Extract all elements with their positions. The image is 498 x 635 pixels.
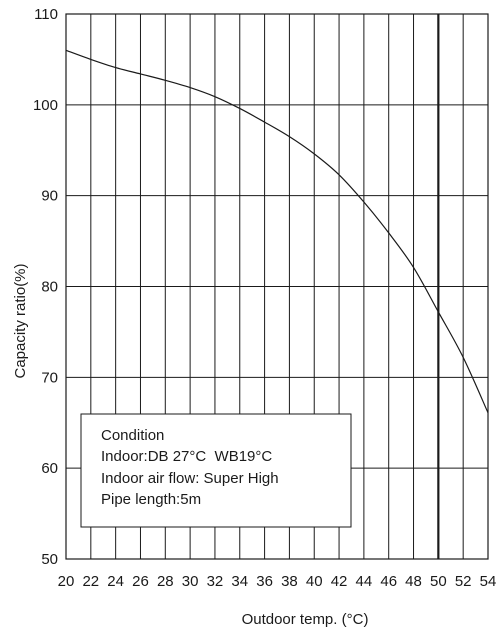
x-tick-label: 44 [356, 573, 373, 590]
y-axis-title: Capacity ratio(%) [12, 263, 29, 378]
condition-line-4: Pipe length:5m [101, 491, 201, 508]
x-tick-label: 48 [405, 573, 422, 590]
x-tick-label: 42 [331, 573, 348, 590]
x-tick-label: 32 [207, 573, 224, 590]
x-tick-label: 38 [281, 573, 298, 590]
x-tick-label: 28 [157, 573, 174, 590]
condition-line-2: Indoor:DB 27°C WB19°C [101, 448, 272, 465]
condition-box-frame [80, 413, 352, 528]
x-tick-label: 22 [82, 573, 99, 590]
x-tick-label: 54 [480, 573, 497, 590]
x-tick-label: 24 [107, 573, 124, 590]
y-tick-labels: 50 60 70 80 90 100 110 [33, 6, 58, 568]
condition-box: Condition Indoor:DB 27°C WB19°C Indoor a… [80, 413, 352, 528]
plot-frame [65, 13, 489, 560]
x-tick-label: 46 [380, 573, 397, 590]
x-tick-label: 30 [182, 573, 199, 590]
x-tick-label: 20 [58, 573, 75, 590]
condition-line-1: Condition [101, 427, 164, 444]
x-tick-label: 26 [132, 573, 149, 590]
y-tick-label: 70 [41, 369, 58, 386]
capacity-curve [65, 49, 489, 414]
y-tick-label: 110 [34, 6, 58, 23]
y-tick-label: 100 [33, 97, 58, 114]
condition-line-3: Indoor air flow: Super High [101, 470, 279, 487]
x-tick-label: 36 [256, 573, 273, 590]
series-layer [65, 49, 489, 414]
y-tick-label: 50 [41, 551, 58, 568]
x-tick-label: 40 [306, 573, 323, 590]
plot-border [65, 13, 489, 560]
y-tick-label: 80 [41, 279, 58, 296]
x-tick-label: 34 [231, 573, 248, 590]
y-tick-label: 90 [41, 188, 58, 205]
x-tick-label: 52 [455, 573, 472, 590]
y-tick-label: 60 [41, 460, 58, 477]
x-tick-label: 50 [430, 573, 447, 590]
x-axis-title: Outdoor temp. (°C) [242, 611, 369, 628]
x-tick-labels: 20 22 24 26 28 30 32 34 36 38 40 42 44 46 48 50 52 54 [58, 573, 497, 590]
